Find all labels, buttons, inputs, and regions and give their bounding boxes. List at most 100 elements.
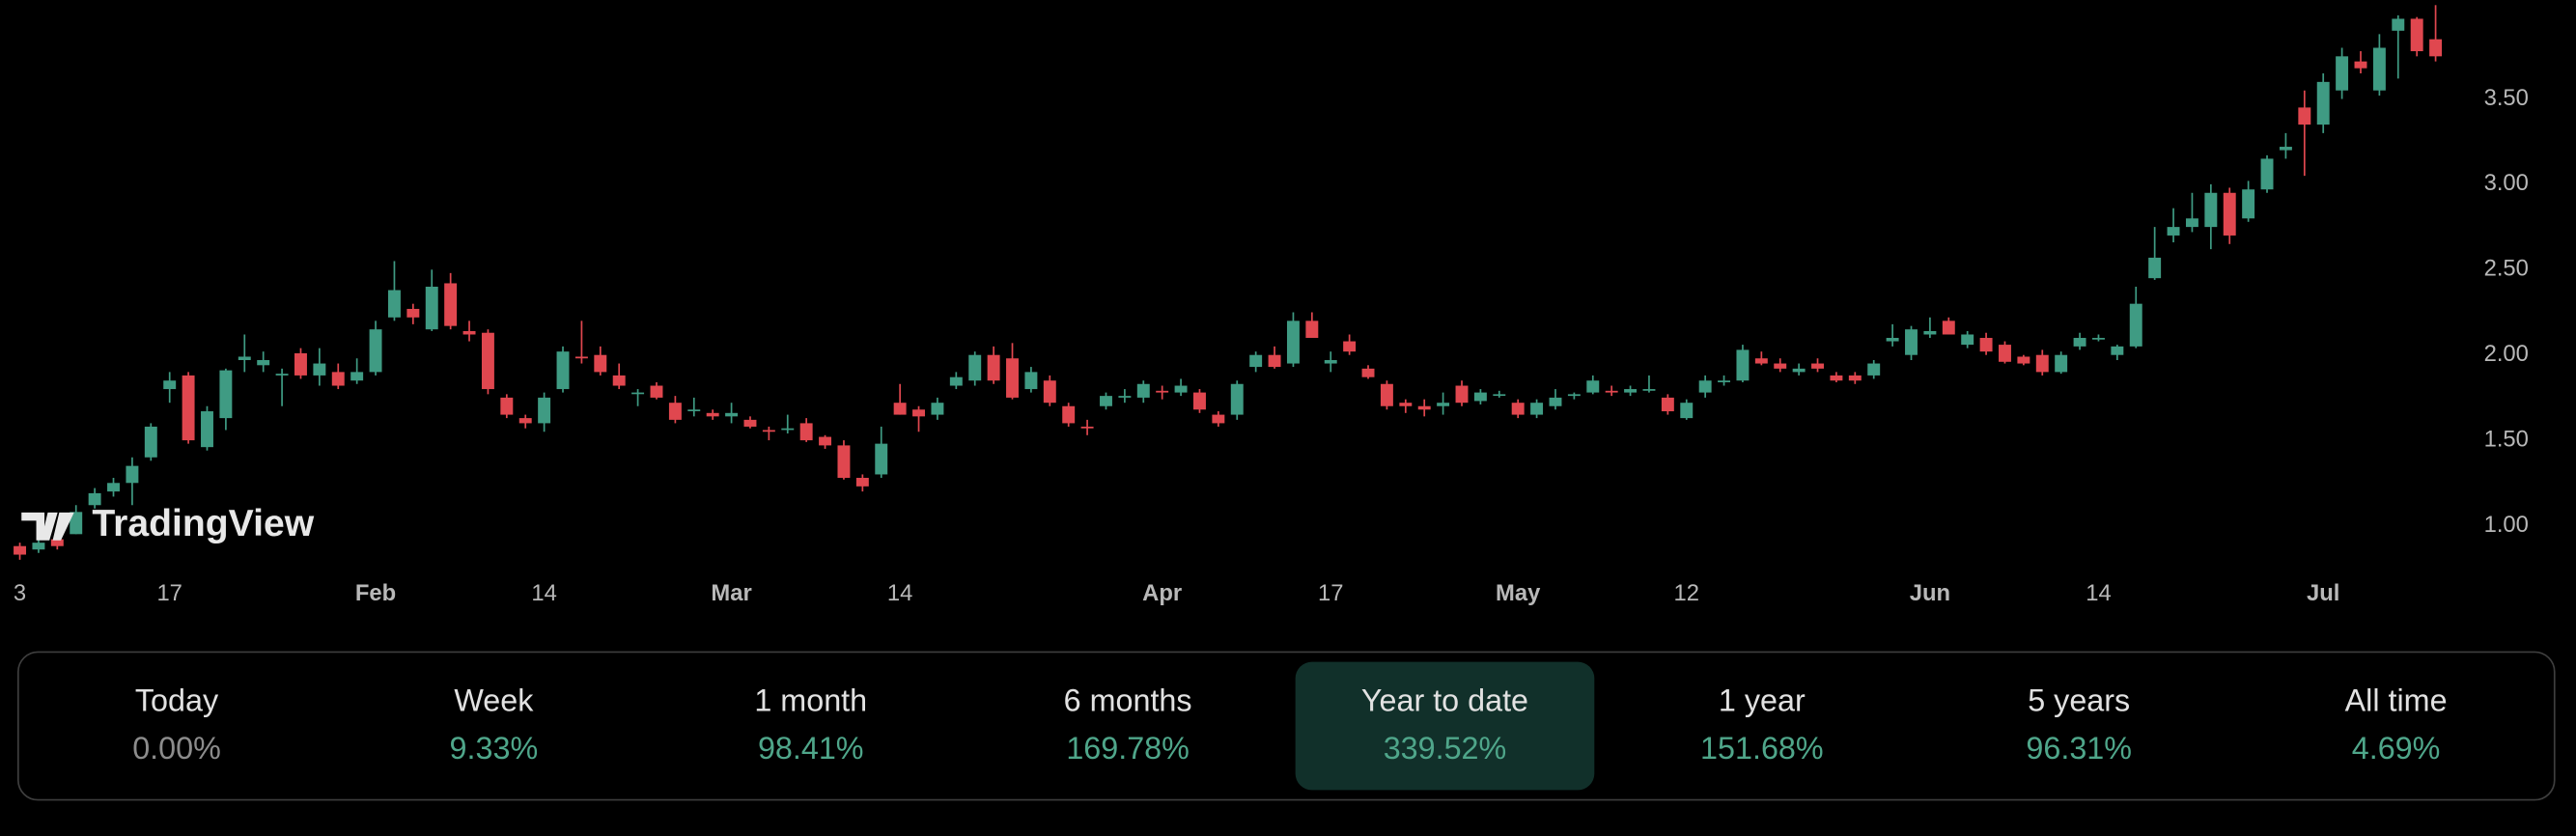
candle-body [1624, 389, 1638, 393]
x-tick-label: 14 [887, 580, 912, 606]
candle-body [2129, 303, 2142, 347]
x-tick-label: Apr [1142, 580, 1182, 606]
candle-body [406, 308, 420, 318]
candle-body [462, 330, 476, 335]
period-label[interactable]: All time [2345, 683, 2448, 718]
candle-body [2316, 81, 2330, 125]
candle-body [1511, 403, 1525, 415]
watermark-text: TradingView [92, 503, 314, 544]
candle-body [1905, 329, 1918, 355]
candle-body [2260, 158, 2274, 190]
selected-period-bg [1295, 661, 1595, 791]
candle-body [444, 283, 458, 326]
candle-body [481, 332, 494, 390]
period-value[interactable]: 9.33% [450, 731, 539, 766]
candle-body [2372, 47, 2386, 91]
candle-body [182, 375, 195, 441]
candle-body [1661, 397, 1674, 412]
candle-body [1549, 397, 1562, 406]
candle-body [556, 351, 570, 390]
candle-body [88, 492, 101, 506]
candle-body [912, 409, 925, 417]
candle-body [987, 354, 1000, 381]
period-value[interactable]: 4.69% [2352, 731, 2441, 766]
candle-body [163, 380, 177, 390]
x-tick-label: May [1496, 580, 1541, 606]
candle-body [331, 372, 345, 386]
plot: 1.00 1.50 2.00 2.50 3.00 3.50 3 17 Feb 14 Mar 14 Apr… [14, 5, 2529, 606]
candle-body [275, 374, 289, 376]
candle-body [1156, 390, 1169, 393]
candle-body [2392, 18, 2405, 31]
logo-icon [21, 512, 74, 541]
candle-body [350, 372, 364, 381]
period-value[interactable]: 98.41% [758, 731, 864, 766]
period-label[interactable]: Year to date [1361, 683, 1528, 718]
period-label[interactable]: 1 year [1719, 683, 1806, 718]
candle-body [1942, 320, 1955, 335]
x-tick-label: 17 [156, 580, 182, 606]
period-label[interactable]: Week [454, 683, 534, 718]
candle-body [2017, 356, 2030, 364]
x-tick-label: Jul [2307, 580, 2339, 606]
candle-body [574, 356, 588, 359]
candle-body [1136, 383, 1150, 398]
candle-body [1999, 345, 2011, 362]
period-label[interactable]: 1 month [754, 683, 867, 718]
candle-body [594, 354, 607, 373]
candle-body [799, 423, 813, 441]
candle-body [725, 412, 739, 417]
period-label[interactable]: Today [135, 683, 219, 718]
period-label[interactable]: 6 months [1064, 683, 1192, 718]
period-value[interactable]: 169.78% [1066, 731, 1190, 766]
candle-body [2055, 354, 2068, 373]
candle-body [1530, 403, 1544, 415]
candle-body [1399, 403, 1413, 406]
x-tick-label: 12 [1674, 580, 1699, 606]
candle-body [949, 376, 963, 386]
candle-body [313, 363, 326, 376]
candle-body [1417, 405, 1431, 410]
candle-body [2298, 107, 2311, 125]
period-value[interactable]: 96.31% [2026, 731, 2132, 766]
candle-body [1174, 385, 1188, 393]
candle-body [238, 356, 251, 361]
x-tick-label: Feb [355, 580, 396, 606]
candle-body [1080, 426, 1094, 429]
period-value[interactable]: 151.68% [1700, 731, 1824, 766]
candle-body [1286, 320, 1300, 364]
candle-body [1230, 383, 1244, 415]
candle-body [1961, 334, 1974, 346]
candle-body [1324, 360, 1337, 364]
y-tick-label: 1.50 [2484, 426, 2529, 452]
candle-body [1848, 375, 1862, 381]
x-tick-label: Jun [1910, 580, 1950, 606]
candle-body [201, 411, 213, 448]
period-value[interactable]: 339.52% [1384, 731, 1507, 766]
candle-body [2410, 18, 2423, 52]
x-tick-label: Mar [711, 580, 751, 606]
candle-body [2148, 257, 2162, 279]
candle-body [1811, 363, 1824, 369]
period-value[interactable]: 0.00% [132, 731, 221, 766]
candle-body [1268, 354, 1281, 368]
candle-body [2111, 346, 2124, 355]
candle-body [762, 430, 775, 432]
candle-body [855, 477, 869, 487]
candle-body [1062, 405, 1076, 424]
candle-body [257, 360, 270, 366]
period-label[interactable]: 5 years [2028, 683, 2130, 718]
candle-body [1886, 338, 1899, 342]
candle-body [631, 392, 645, 395]
candle-body [1043, 380, 1056, 404]
candle-body [144, 426, 157, 458]
candle-body [706, 412, 719, 417]
candle-body [32, 543, 45, 550]
candle-body [1830, 375, 1843, 381]
candle-body [1343, 341, 1357, 352]
candle-body [1736, 349, 1750, 381]
candle-body [1979, 338, 1993, 352]
periods-panel [16, 651, 2556, 801]
